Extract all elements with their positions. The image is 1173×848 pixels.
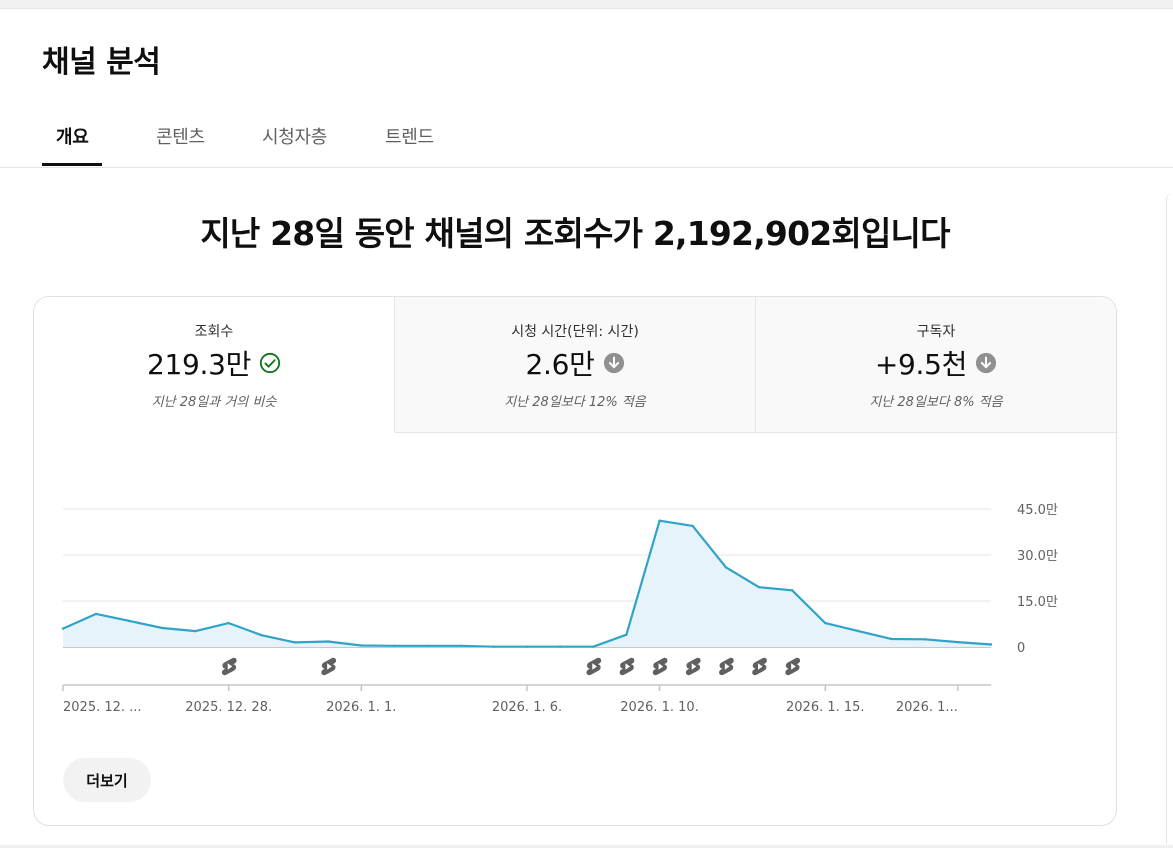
chart-point (592, 645, 595, 648)
chart-point (459, 644, 462, 647)
x-tick-label: 2026. 1. 15. (786, 700, 865, 715)
metrics-card: 조회수 219.3만 지난 28일과 거의 비슷 시청 시간(단위: 시간) 2… (33, 296, 1117, 826)
shorts-marker-icon[interactable] (719, 657, 734, 676)
shorts-marker-icon[interactable] (685, 657, 701, 676)
chart-point (558, 645, 562, 648)
metric-subscribers[interactable]: 구독자 +9.5천 지난 28일보다 8% 적음 (756, 297, 1116, 433)
chart-point (360, 644, 363, 647)
shorts-marker-icon[interactable] (619, 657, 635, 676)
x-tick-label: 2026. 1. 6. (492, 700, 562, 715)
chart-point (161, 626, 164, 630)
chart-point (492, 645, 496, 648)
tab-audience[interactable]: 시청자층 (262, 127, 328, 148)
metric-value: +9.5천 (874, 348, 968, 381)
active-tab-indicator (42, 163, 102, 166)
x-tick-label: 2025. 12. ... (63, 700, 142, 715)
chart-point (260, 634, 264, 637)
chart-point (61, 627, 65, 630)
x-tick-label: 2026. 1. 10. (620, 700, 699, 715)
tab-overview[interactable]: 개요 (56, 127, 89, 148)
chart-point (625, 633, 628, 636)
shorts-marker-icon[interactable] (652, 657, 668, 676)
tab-content[interactable]: 콘텐츠 (156, 127, 205, 148)
chart-point (890, 637, 893, 641)
shorts-marker-icon[interactable] (221, 657, 237, 676)
metric-value: 219.3만 (146, 348, 252, 381)
chart-point (989, 643, 993, 646)
shorts-marker-icon[interactable] (586, 657, 602, 676)
tab-bar: 개요 콘텐츠 시청자층 트렌드 (0, 109, 1173, 168)
metric-comparison: 지난 28일보다 12% 적음 (504, 395, 646, 410)
metric-label: 조회수 (194, 324, 234, 340)
chart-point (94, 612, 98, 616)
metric-comparison: 지난 28일과 거의 비슷 (151, 395, 277, 410)
shorts-marker-icon[interactable] (785, 657, 801, 676)
more-button[interactable]: 더보기 (63, 758, 151, 802)
metric-views[interactable]: 조회수 219.3만 지난 28일과 거의 비슷 (34, 297, 395, 432)
chart-series-line (62, 519, 992, 648)
chart-point (857, 629, 860, 633)
chart-point (757, 586, 761, 589)
chart-point (923, 638, 926, 641)
metric-watch-time[interactable]: 시청 시간(단위: 시간) 2.6만 지난 28일보다 12% 적음 (395, 297, 756, 433)
shorts-marker-icon[interactable] (752, 657, 767, 676)
y-tick-label: 30.0만 (1017, 549, 1058, 564)
tab-trends[interactable]: 트렌드 (385, 127, 434, 148)
chart-point (658, 519, 661, 522)
chart-point (293, 641, 297, 644)
side-panel-edge (1166, 192, 1173, 844)
chart-point (525, 645, 529, 648)
chart-area (63, 520, 991, 647)
x-tick-label: 2025. 12. 28. (185, 700, 272, 715)
x-tick-label: 2026. 1... (896, 700, 958, 715)
arrow-down-circle-icon (603, 352, 624, 374)
summary-headline: 지난 28일 동안 채널의 조회수가 2,192,902회입니다 (200, 214, 950, 253)
metric-comparison: 지난 28일보다 8% 적음 (869, 395, 1003, 410)
chart-point (724, 566, 728, 569)
chart-point (824, 621, 827, 625)
chart-point (393, 644, 396, 647)
chart-point (691, 524, 694, 528)
page-title: 채널 분석 (42, 45, 161, 80)
check-circle-icon (259, 352, 281, 374)
chart-point (128, 619, 131, 623)
chart-point (426, 644, 429, 647)
chart-point (194, 629, 197, 633)
chart-point (956, 640, 960, 644)
x-tick-label: 2026. 1. 1. (326, 700, 396, 715)
chart-point (326, 640, 330, 643)
metric-label: 시청 시간(단위: 시간) (511, 324, 639, 340)
arrow-down-circle-icon (976, 352, 997, 374)
y-tick-label: 45.0만 (1017, 503, 1058, 518)
chart-point (227, 621, 230, 625)
y-tick-label: 0 (1017, 641, 1025, 656)
y-tick-label: 15.0만 (1017, 595, 1058, 610)
shorts-marker-icon[interactable] (321, 657, 337, 676)
metric-label: 구독자 (916, 324, 956, 340)
metric-value: 2.6만 (525, 348, 595, 381)
chart-point (790, 589, 794, 592)
